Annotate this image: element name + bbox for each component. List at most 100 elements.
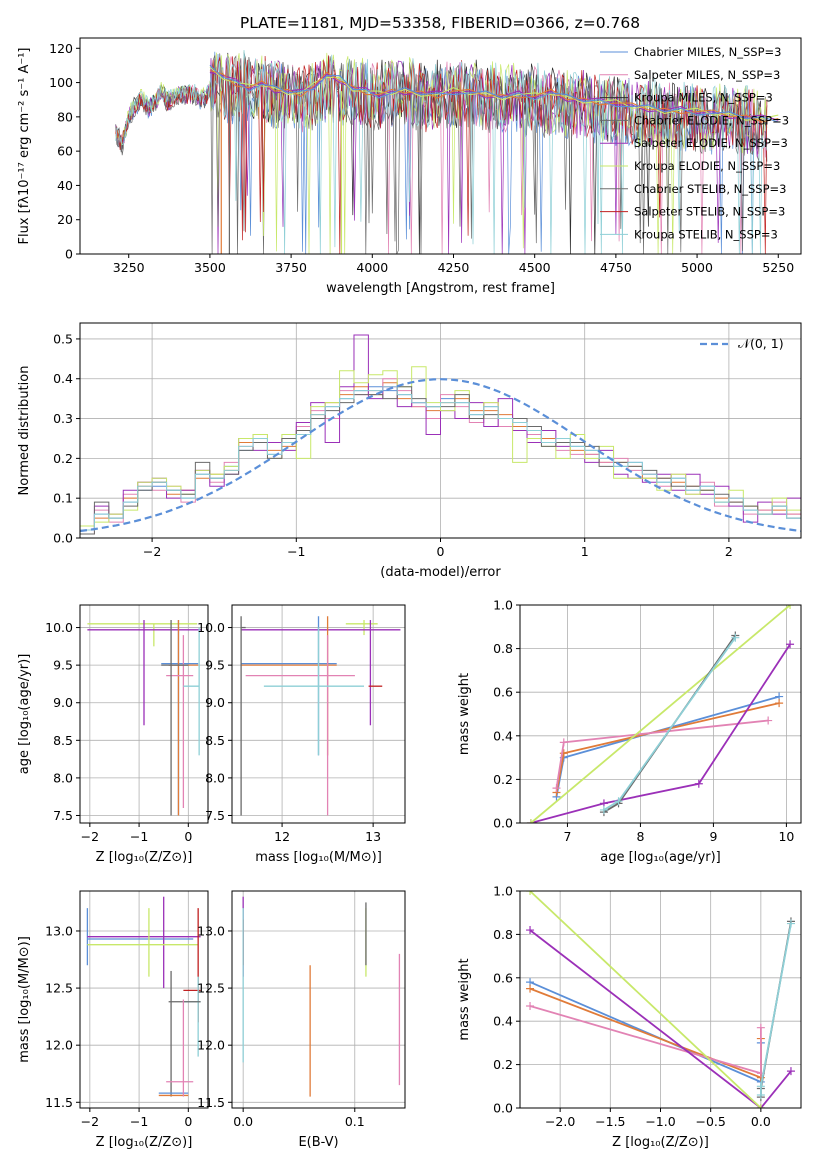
- x-tick-label: 5250: [762, 260, 794, 275]
- y-tick-label: 0.5: [53, 331, 73, 346]
- x-tick-label: 3500: [194, 260, 226, 275]
- x-tick-label: −1.0: [645, 1114, 675, 1129]
- panel-mass-vs-z: −2 −1 0 11.5 12.0 12.5 13.0 Z [log₁₀(Z/Z⊙)] mass…: [17, 890, 209, 1150]
- data-point: [764, 716, 773, 725]
- data-point: [526, 1002, 535, 1011]
- y-tick-label: 1.0: [493, 598, 513, 613]
- spectrum-line: [115, 53, 768, 254]
- y-tick-label: 9.0: [205, 695, 225, 710]
- y-tick-label: 0.0: [493, 816, 513, 831]
- axes-frame: [79, 37, 802, 255]
- series-line: [760, 923, 792, 1095]
- x-tick-label: 7: [563, 829, 571, 844]
- x-tick-label: 1: [581, 544, 589, 559]
- y-tick-label: 9.5: [53, 658, 73, 673]
- data-point: [786, 605, 795, 609]
- legend-entry: Salpeter STELIB, N_SSP=3: [634, 205, 785, 219]
- data-point: [731, 633, 740, 642]
- y-tick-label: 0.6: [493, 685, 513, 700]
- plot-area: [86, 896, 201, 1097]
- data-point: [756, 1104, 765, 1108]
- plot-area: [80, 334, 801, 538]
- series-line: [529, 891, 762, 1108]
- data-point: [599, 805, 608, 814]
- legend-entry: Salpeter ELODIE, N_SSP=3: [634, 136, 788, 150]
- x-tick-label: −1.5: [595, 1114, 625, 1129]
- panel-mass-vs-ebv: 0.0 0.1 11.5 12.0 12.5 13.0 E(B-V): [197, 890, 406, 1150]
- plot-area: [240, 616, 401, 816]
- series-line: [530, 605, 791, 823]
- y-tick-label: 13.0: [197, 923, 225, 938]
- panel-massweight-vs-age: 7 8 9 10 0.0 0.2 0.4 0.6 0.8 1.0 age [log₁₀(age/yr…: [457, 598, 802, 865]
- y-tick-label: 60: [57, 144, 73, 159]
- x-tick-label: −2: [81, 1114, 99, 1129]
- y-tick-label: 7.5: [205, 808, 225, 823]
- x-tick-label: 9: [709, 829, 717, 844]
- data-point: [559, 749, 568, 758]
- axes-frame: [231, 604, 406, 824]
- panel-residuals: 𝒩(0, 1) −2 −1 0 1 2 0.0 0.1 0.2 0.3 0.4 0.5 (data-mo…: [17, 322, 802, 580]
- panel-age-vs-z: −2 −1 0 7.5 8.0 8.5 9.0 9.5 10.0 Z [log₁₀(Z/Z⊙)] a…: [17, 604, 209, 865]
- y-tick-label: 0.1: [53, 491, 73, 506]
- axes-frame: [519, 604, 802, 824]
- x-tick-label: 0: [184, 829, 192, 844]
- x-tick-label: 0.0: [751, 1114, 771, 1129]
- data-point: [552, 784, 561, 793]
- y-tick-label: 0.6: [493, 970, 513, 985]
- y-tick-label: 40: [57, 178, 73, 193]
- data-point: [526, 984, 535, 993]
- legend-entry: Chabrier MILES, N_SSP=3: [634, 45, 781, 59]
- axes-frame: [79, 890, 209, 1109]
- y-axis-label: Normed distribution: [17, 366, 32, 496]
- y-tick-label: 10.0: [197, 620, 225, 635]
- y-tick-label: 8.0: [205, 770, 225, 785]
- y-tick-label: 0.4: [493, 728, 513, 743]
- data-point: [756, 1090, 765, 1099]
- y-tick-label: 12.5: [45, 981, 73, 996]
- data-point: [559, 738, 568, 747]
- y-tick-label: 10.0: [45, 620, 73, 635]
- plot-area: [526, 605, 795, 823]
- data-point: [756, 1082, 765, 1091]
- x-axis-label: Z [log₁₀(Z/Z⊙)]: [96, 850, 193, 865]
- data-point: [526, 926, 535, 935]
- x-axis-label: wavelength [Angstrom, rest frame]: [326, 281, 555, 296]
- x-tick-label: 10: [778, 829, 794, 844]
- y-tick-label: 0.2: [53, 451, 73, 466]
- y-tick-label: 11.5: [45, 1095, 73, 1110]
- figure-title: PLATE=1181, MJD=53358, FIBERID=0366, z=0…: [240, 14, 640, 32]
- y-tick-label: 0.8: [493, 927, 513, 942]
- x-tick-label: −2: [81, 829, 99, 844]
- panel-age-vs-mass: 12 13 7.5 8.0 8.5 9.0 9.5 10.0 mass [log₁₀(M/M⊙)…: [197, 604, 406, 865]
- data-point: [786, 1067, 795, 1076]
- x-tick-label: 0: [184, 1114, 192, 1129]
- y-axis-label: age [log₁₀(age/yr)]: [17, 654, 32, 775]
- axes-frame: [79, 604, 209, 824]
- x-tick-label: −2: [143, 544, 161, 559]
- y-tick-label: 8.5: [205, 733, 225, 748]
- y-tick-label: 0.3: [53, 411, 73, 426]
- legend-entry: 𝒩(0, 1): [738, 336, 784, 351]
- x-tick-label: −0.5: [695, 1114, 725, 1129]
- y-tick-label: 12.5: [197, 981, 225, 996]
- x-tick-label: 0: [437, 544, 445, 559]
- data-point: [526, 891, 535, 895]
- x-tick-label: 3750: [275, 260, 307, 275]
- y-tick-label: 12.0: [197, 1038, 225, 1053]
- y-tick-label: 0.0: [493, 1101, 513, 1116]
- y-tick-label: 0.2: [493, 772, 513, 787]
- y-tick-label: 13.0: [45, 923, 73, 938]
- y-tick-label: 0.0: [53, 531, 73, 546]
- x-tick-label: −1: [287, 544, 305, 559]
- data-point: [786, 640, 795, 649]
- y-tick-label: 1.0: [493, 884, 513, 899]
- plot-area: [242, 896, 401, 1097]
- x-tick-label: −1: [130, 829, 148, 844]
- y-tick-label: 9.0: [53, 695, 73, 710]
- x-tick-label: 4250: [438, 260, 470, 275]
- legend-entry: Kroupa MILES, N_SSP=3: [634, 91, 773, 105]
- data-point: [694, 779, 703, 788]
- data-point: [786, 919, 795, 928]
- y-tick-label: 0.4: [53, 371, 73, 386]
- y-tick-label: 8.0: [53, 770, 73, 785]
